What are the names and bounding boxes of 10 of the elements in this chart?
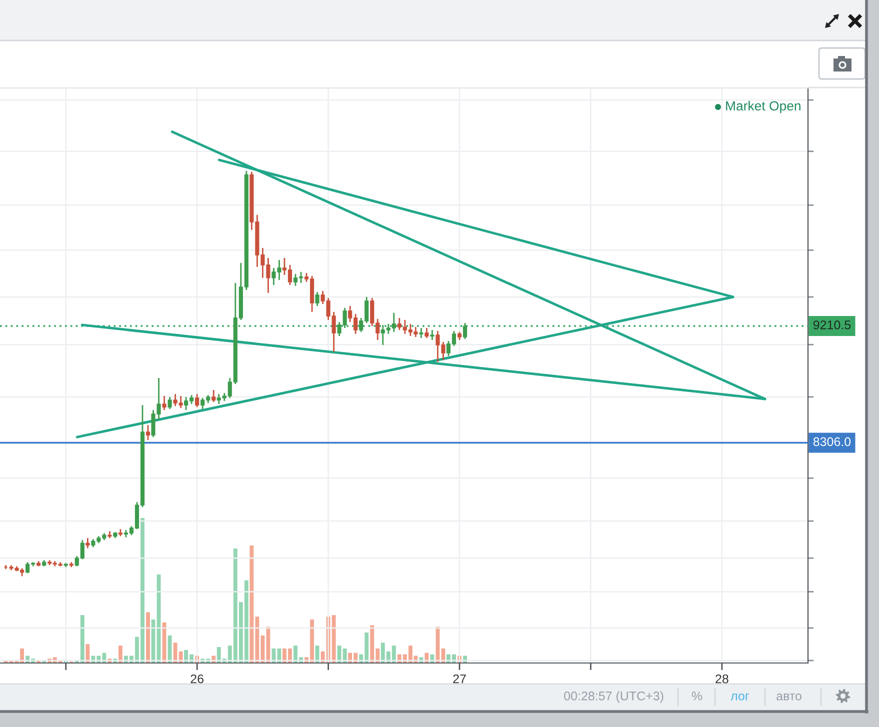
text: авто	[776, 694, 802, 700]
x-tick-label: 28	[716, 674, 728, 684]
text: %	[692, 692, 702, 700]
text: 00:28:57 (UTC+3)	[564, 691, 664, 703]
text: лог	[730, 694, 750, 700]
x-tick-label: 26	[190, 674, 204, 684]
x-tick-label: 27	[453, 674, 466, 684]
ref-line-label: 8306.0	[813, 437, 851, 446]
annotation: Market Open	[726, 100, 800, 114]
ref-line-label: 9210.5	[813, 320, 851, 330]
